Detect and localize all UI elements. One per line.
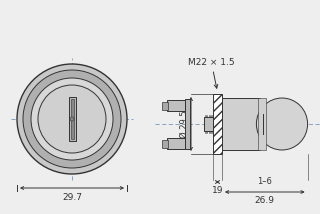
Bar	[70, 99, 74, 139]
Circle shape	[38, 85, 106, 153]
Text: 1–6: 1–6	[257, 177, 272, 186]
Text: Ø 29.5: Ø 29.5	[180, 110, 189, 138]
Text: 19: 19	[212, 186, 223, 195]
Bar	[167, 138, 185, 149]
Text: 29.7: 29.7	[62, 193, 82, 202]
Bar	[213, 94, 222, 154]
Circle shape	[17, 64, 127, 174]
Text: 26.9: 26.9	[255, 196, 275, 205]
Text: M22 × 1.5: M22 × 1.5	[188, 58, 235, 88]
Bar	[162, 102, 168, 110]
Bar	[258, 98, 266, 150]
Ellipse shape	[256, 98, 308, 150]
Circle shape	[23, 70, 121, 168]
Bar	[167, 100, 185, 111]
Circle shape	[70, 117, 74, 121]
Bar	[204, 117, 213, 131]
Bar	[162, 140, 168, 148]
Bar	[68, 97, 76, 141]
Bar	[222, 98, 260, 150]
Circle shape	[31, 78, 113, 160]
Bar	[185, 99, 190, 149]
